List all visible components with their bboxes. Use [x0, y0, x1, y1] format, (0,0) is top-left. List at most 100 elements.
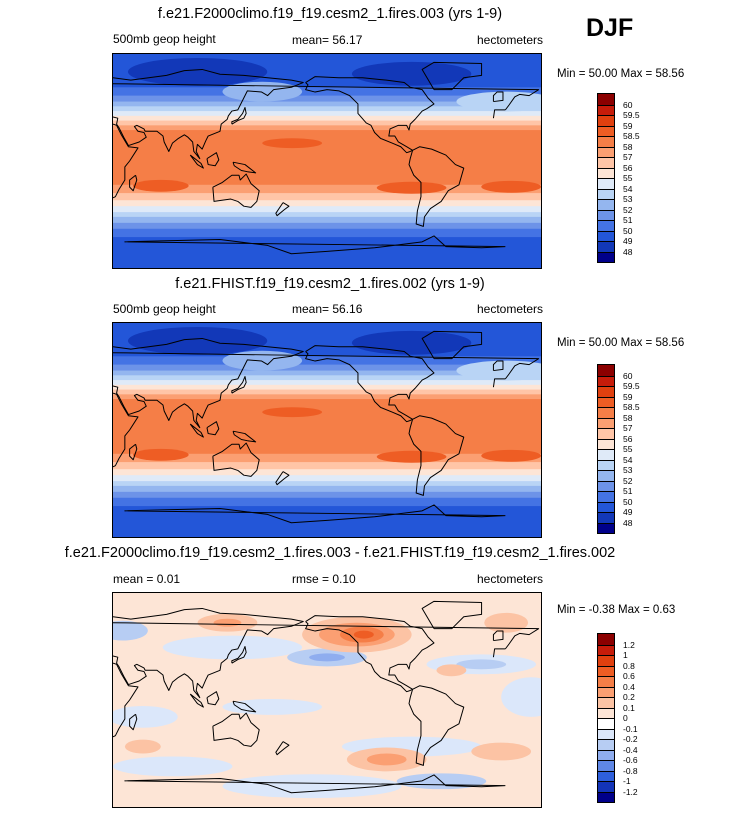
- colorbar-swatch: [598, 655, 614, 666]
- coastline: [231, 646, 247, 664]
- colorbar-tick-label: 50: [623, 225, 633, 236]
- panel-1-mean: mean= 56.17: [292, 33, 363, 47]
- colorbar-swatch: [598, 167, 614, 178]
- colorbar-tick-label: 0.1: [623, 702, 635, 713]
- colorbar-tick-label: 58.5: [623, 402, 640, 412]
- panel-3-minmax: Min = -0.38 Max = 0.63: [557, 604, 676, 616]
- coastline: [492, 648, 506, 658]
- colorbar-swatch: [598, 634, 614, 645]
- colorbar-swatch: [598, 178, 614, 189]
- coastline: [189, 693, 204, 708]
- colorbar-strip: [597, 93, 615, 263]
- coastline: [124, 774, 506, 794]
- colorbar-swatch: [598, 428, 614, 439]
- colorbar-swatch: [598, 125, 614, 136]
- colorbar-swatch: [598, 665, 614, 676]
- coastline: [113, 352, 540, 380]
- colorbar-tick-label: 48: [623, 517, 633, 528]
- colorbar-swatch: [598, 417, 614, 428]
- colorbar-swatch: [598, 438, 614, 449]
- colorbar-tick-label: -0.2: [623, 734, 638, 744]
- colorbar-swatch: [598, 386, 614, 397]
- colorbar-tick-label: 59: [623, 391, 633, 402]
- panel-1-map: [112, 53, 542, 269]
- coastline: [124, 504, 506, 524]
- coastline: [129, 443, 138, 461]
- colorbar-tick-label: 54: [623, 454, 633, 465]
- coastline: [206, 691, 220, 706]
- panel-3-rmse: rmse = 0.10: [292, 572, 356, 586]
- colorbar-tick-label: 53: [623, 194, 633, 204]
- panel-2-map: [112, 322, 542, 538]
- colorbar-swatch: [598, 718, 614, 729]
- colorbar-swatch: [598, 522, 614, 533]
- colorbar-tick-label: 0: [623, 713, 628, 723]
- coastline: [232, 161, 257, 174]
- colorbar-swatch: [598, 749, 614, 760]
- coastline: [275, 741, 290, 756]
- colorbar-tick-label: 55: [623, 173, 633, 183]
- colorbar-tick-label: -1: [623, 776, 631, 786]
- colorbar-tick-label: 48: [623, 246, 633, 257]
- colorbar-swatch: [598, 94, 614, 105]
- colorbar-swatch: [598, 676, 614, 687]
- panel-1-minmax: Min = 50.00 Max = 58.56: [557, 68, 685, 80]
- colorbar-tick-label: 60: [623, 99, 633, 110]
- panel-2-minmax: Min = 50.00 Max = 58.56: [557, 337, 685, 349]
- colorbar-tick-label: -0.6: [623, 755, 638, 765]
- coastline: [492, 360, 504, 372]
- colorbar-swatch: [598, 230, 614, 241]
- coastline: [305, 76, 435, 154]
- colorbar-swatch: [598, 501, 614, 512]
- coastline: [275, 471, 290, 486]
- map-canvas: [113, 54, 541, 268]
- colorbar-swatch: [598, 365, 614, 376]
- coastline: [212, 173, 260, 208]
- colorbar-swatch: [598, 459, 614, 470]
- coastline: [113, 662, 139, 738]
- coastline: [113, 607, 304, 699]
- coastline: [421, 61, 483, 91]
- contour-field: [113, 323, 541, 537]
- panel-2-mean: mean= 56.16: [292, 302, 363, 316]
- coastline: [421, 330, 483, 360]
- map-canvas: [113, 593, 541, 807]
- coastline: [113, 392, 139, 468]
- colorbar-tick-label: 53: [623, 465, 633, 475]
- colorbar-swatch: [598, 644, 614, 655]
- colorbar-tick-label: 58: [623, 412, 633, 423]
- map-canvas: [113, 323, 541, 537]
- colorbar-swatch: [598, 512, 614, 523]
- panel-1-units: hectometers: [477, 33, 544, 47]
- colorbar-tick-label: 56: [623, 433, 633, 444]
- coastline: [492, 378, 506, 388]
- coastlines: [113, 330, 540, 524]
- colorbar-swatch: [598, 760, 614, 771]
- colorbar-swatch: [598, 707, 614, 718]
- colorbar-tick-label: -0.1: [623, 723, 638, 734]
- coastline: [113, 337, 304, 429]
- coastlines: [113, 61, 540, 255]
- colorbar-tick-label: 0.2: [623, 692, 635, 702]
- colorbar-tick-label: 52: [623, 475, 633, 486]
- colorbar-swatch: [598, 396, 614, 407]
- coastline: [275, 202, 290, 217]
- colorbar-tick-label: 56: [623, 162, 633, 173]
- coastline: [113, 123, 139, 199]
- colorbar-tick-label: 58.5: [623, 131, 640, 141]
- colorbar-tick-label: 0.6: [623, 671, 635, 681]
- colorbar-swatch: [598, 375, 614, 386]
- coastline: [492, 630, 504, 642]
- colorbar-swatch: [598, 115, 614, 126]
- colorbar-swatch: [598, 728, 614, 739]
- panel-3-mean: mean = 0.01: [113, 572, 181, 586]
- colorbar-swatch: [598, 770, 614, 781]
- coastlines: [113, 600, 540, 794]
- coastline: [124, 235, 506, 255]
- coastline: [113, 622, 540, 650]
- coastline: [232, 700, 257, 713]
- colorbar-swatch: [598, 686, 614, 697]
- panel-2-field-label: 500mb geop height: [113, 302, 216, 316]
- colorbar-tick-label: 51: [623, 215, 633, 225]
- season-label: DJF: [586, 14, 634, 42]
